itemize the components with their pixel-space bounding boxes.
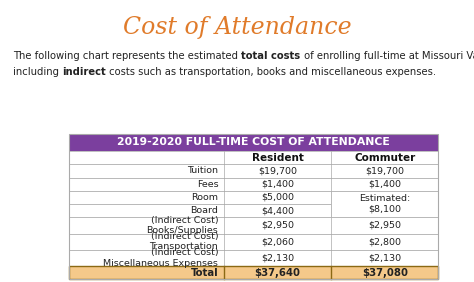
Text: 2019-2020 FULL-TIME COST OF ATTENDANCE: 2019-2020 FULL-TIME COST OF ATTENDANCE bbox=[117, 137, 390, 147]
Text: $2,950: $2,950 bbox=[368, 221, 401, 230]
Bar bbox=[331, 191, 438, 217]
Text: Cost of Attendance: Cost of Attendance bbox=[123, 16, 351, 39]
Text: total costs: total costs bbox=[241, 51, 301, 61]
Text: $5,000: $5,000 bbox=[261, 193, 294, 202]
Text: Fees: Fees bbox=[197, 180, 219, 189]
Text: $4,400: $4,400 bbox=[261, 206, 294, 215]
Text: $1,400: $1,400 bbox=[261, 180, 294, 189]
Bar bbox=[69, 217, 438, 233]
Bar bbox=[69, 164, 438, 177]
Bar bbox=[69, 151, 438, 164]
Bar bbox=[69, 177, 438, 191]
Bar bbox=[69, 134, 438, 279]
Text: of enrolling full-time at Missouri Valley College: of enrolling full-time at Missouri Valle… bbox=[301, 51, 474, 61]
Bar bbox=[69, 250, 438, 266]
Text: Tuition: Tuition bbox=[187, 166, 219, 175]
Text: indirect: indirect bbox=[63, 67, 106, 76]
Text: $1,400: $1,400 bbox=[368, 180, 401, 189]
Text: $19,700: $19,700 bbox=[365, 166, 404, 175]
Text: Resident: Resident bbox=[252, 153, 303, 163]
Text: $2,060: $2,060 bbox=[261, 237, 294, 246]
Text: Board: Board bbox=[191, 206, 219, 215]
Text: Estimated:
$8,100: Estimated: $8,100 bbox=[359, 194, 410, 214]
Text: (Indirect Cost)
Miscellaneous Expenses: (Indirect Cost) Miscellaneous Expenses bbox=[103, 248, 219, 268]
Text: Room: Room bbox=[191, 193, 219, 202]
Text: including: including bbox=[13, 67, 63, 76]
Bar bbox=[69, 204, 438, 217]
Text: $19,700: $19,700 bbox=[258, 166, 297, 175]
Text: $37,080: $37,080 bbox=[362, 268, 408, 277]
Text: $2,130: $2,130 bbox=[261, 253, 294, 262]
Text: $2,800: $2,800 bbox=[368, 237, 401, 246]
Text: $2,950: $2,950 bbox=[261, 221, 294, 230]
Text: (Indirect Cost)
Books/Supplies: (Indirect Cost) Books/Supplies bbox=[146, 216, 219, 235]
Bar bbox=[69, 134, 438, 151]
Text: (Indirect Cost)
Transportation: (Indirect Cost) Transportation bbox=[150, 232, 219, 251]
Text: Total: Total bbox=[191, 268, 219, 277]
Text: costs such as transportation, books and miscellaneous expenses.: costs such as transportation, books and … bbox=[106, 67, 436, 76]
Text: $37,640: $37,640 bbox=[255, 268, 301, 277]
Bar bbox=[69, 191, 438, 204]
Text: The following chart represents the estimated: The following chart represents the estim… bbox=[13, 51, 241, 61]
Text: Commuter: Commuter bbox=[354, 153, 416, 163]
Bar bbox=[69, 233, 438, 250]
Bar bbox=[69, 266, 438, 279]
Text: $2,130: $2,130 bbox=[368, 253, 401, 262]
